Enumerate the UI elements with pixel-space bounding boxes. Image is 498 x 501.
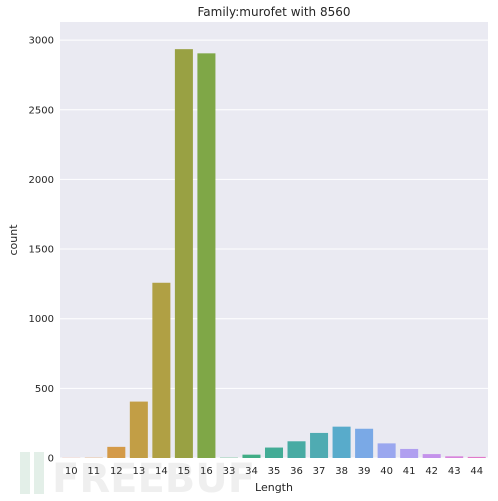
y-tick-label: 1500 (29, 245, 54, 256)
bar-39 (355, 428, 374, 458)
bar-12 (107, 446, 126, 458)
watermark-text: FREEBUF (52, 456, 255, 501)
bar-13 (129, 401, 148, 458)
y-axis-label: count (7, 224, 20, 256)
x-axis-label: Length (255, 481, 293, 494)
bars (62, 49, 486, 459)
bar-44 (467, 456, 486, 458)
bar-36 (287, 441, 306, 458)
x-tick-label: 10 (65, 466, 78, 477)
bar-37 (310, 432, 329, 458)
x-tick-label: 11 (87, 466, 100, 477)
gridlines (60, 39, 488, 459)
x-tick-label: 41 (403, 466, 416, 477)
bar-15 (174, 49, 193, 459)
x-tick-label: 37 (313, 466, 326, 477)
x-tick-label: 35 (268, 466, 281, 477)
x-tick-label: 13 (132, 466, 145, 477)
bar-41 (400, 448, 419, 458)
x-tick-label: 33 (223, 466, 236, 477)
y-tick-label: 2500 (29, 105, 54, 116)
x-tick-label: 42 (425, 466, 438, 477)
x-tick-label: 16 (200, 466, 213, 477)
y-tick-label: 500 (35, 384, 54, 395)
bar-40 (377, 443, 396, 458)
bar-42 (422, 454, 441, 458)
bar-14 (152, 282, 171, 458)
x-tick-label: 39 (358, 466, 371, 477)
y-tick-label: 0 (48, 454, 54, 465)
x-tick-label: 34 (245, 466, 258, 477)
x-tick-label: 43 (448, 466, 461, 477)
plot-area (60, 22, 488, 458)
y-tick-labels: 0 500 1000 1500 2000 2500 3000 (29, 36, 54, 465)
x-tick-label: 36 (290, 466, 303, 477)
x-tick-label: 15 (178, 466, 191, 477)
bar-38 (332, 426, 351, 458)
chart-title: Family:murofet with 8560 (197, 5, 350, 19)
bar-16 (197, 53, 216, 458)
x-tick-labels: 10 11 12 13 14 15 16 33 34 35 36 37 38 39 40 41 42 43 44 (65, 466, 483, 477)
watermark: FREEBUF (20, 452, 255, 501)
x-tick-label: 14 (155, 466, 168, 477)
x-tick-label: 40 (380, 466, 393, 477)
x-tick-label: 38 (335, 466, 348, 477)
x-tick-label: 12 (110, 466, 123, 477)
y-tick-label: 2000 (29, 175, 54, 186)
y-tick-label: 1000 (29, 314, 54, 325)
x-tick-label: 44 (470, 466, 483, 477)
bar-35 (264, 447, 284, 458)
bar-34 (242, 454, 261, 458)
bar-43 (445, 456, 464, 458)
y-tick-label: 3000 (29, 36, 54, 47)
